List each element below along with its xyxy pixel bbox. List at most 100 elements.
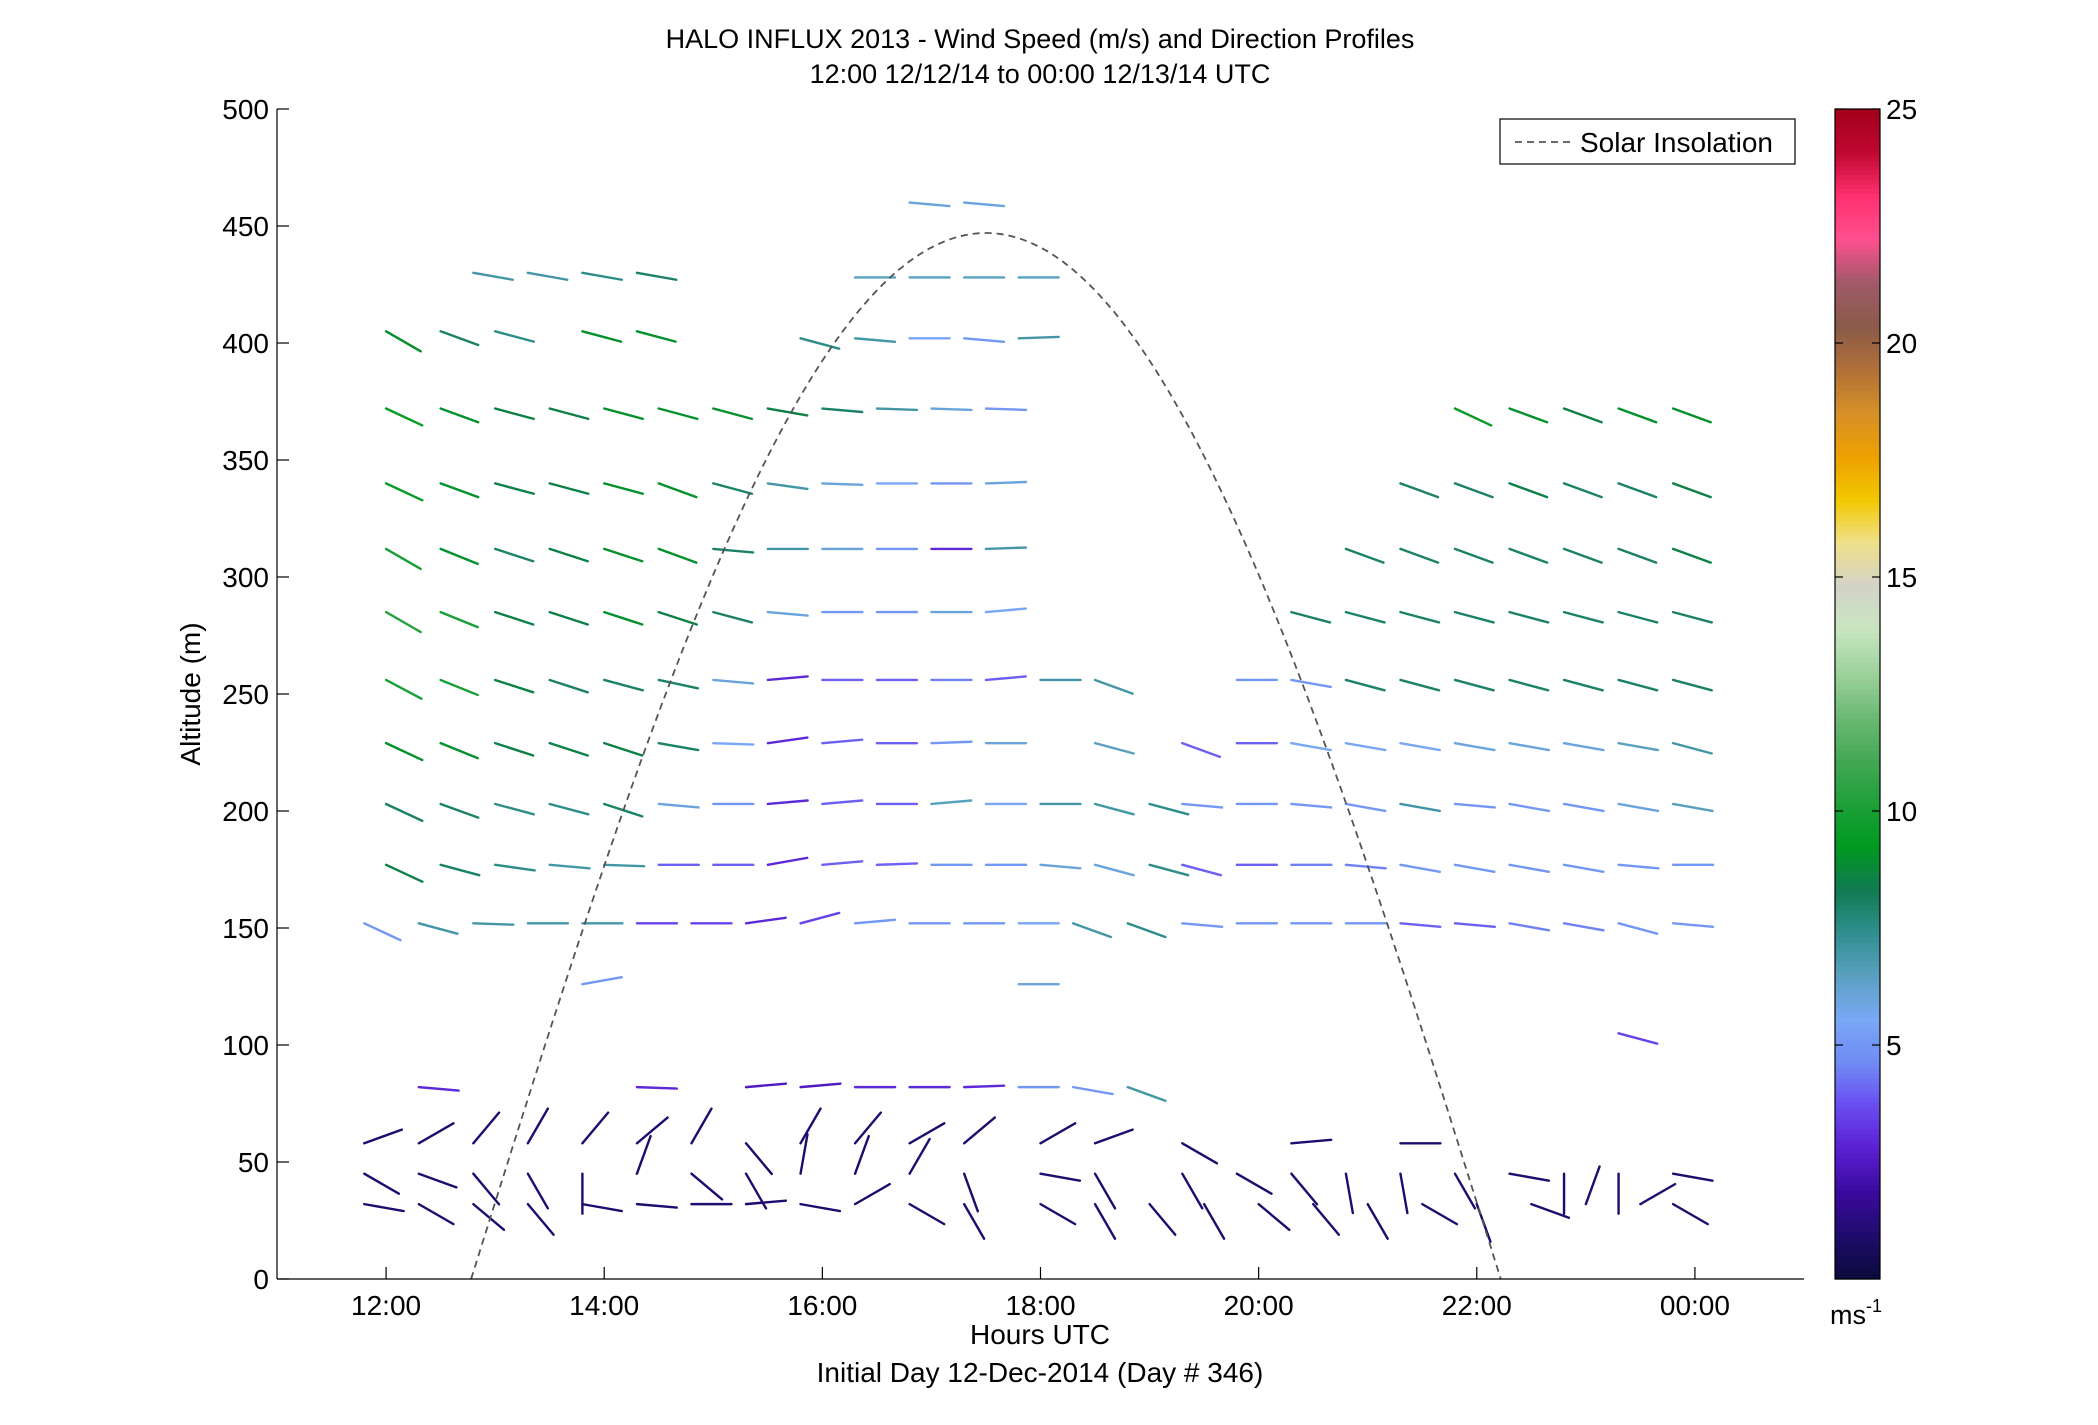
colorbar-segment [1835,740,1880,747]
wind-vector [853,337,897,344]
wind-vector [1290,1138,1333,1145]
wind-vector [1508,547,1549,564]
wind-vector [1148,1202,1177,1236]
wind-vector [548,407,590,421]
wind-vector [1508,922,1551,932]
wind-vector [1453,863,1496,873]
colorbar-segment [1835,1180,1880,1186]
wind-vector [1453,1172,1477,1210]
colorbar-segment [1835,343,1880,349]
colorbar-segment [1835,520,1880,527]
colorbar-segment [1835,862,1880,868]
colorbar-segment [1835,254,1880,260]
colorbar-segment [1835,530,1880,536]
solar-insolation-curve [470,232,1502,1279]
wind-vector [1530,1202,1571,1220]
colorbar-segment [1835,1232,1880,1238]
colorbar-segment [1835,445,1880,452]
colorbar-segment [1835,127,1880,133]
colorbar-segment [1835,731,1880,737]
colorbar-segment [1835,572,1880,578]
wind-vector [1148,863,1190,877]
wind-vector [962,1202,986,1240]
colorbar-tick-label: 25 [1886,94,1917,125]
wind-vector [1584,1165,1601,1206]
y-tick-label: 350 [222,445,269,476]
colorbar-segment [1835,1012,1880,1018]
wind-vector [1671,482,1712,499]
wind-vector [439,482,480,499]
colorbar-segment [1835,932,1880,938]
colorbar-segment [1835,567,1880,573]
wind-vector [384,330,422,353]
colorbar-segment [1835,385,1880,391]
wind-vector [526,271,569,281]
colorbar-segment [1835,474,1880,480]
wind-vector [1290,802,1333,809]
wind-vector [1399,741,1442,752]
colorbar-segment [1835,974,1880,981]
colorbar-segment [1835,857,1880,864]
colorbar-segment [1835,160,1880,166]
colorbar-segment [1835,310,1880,316]
wind-vector [962,1116,996,1145]
wind-vector [1290,741,1332,752]
colorbar-segment [1835,525,1880,531]
colorbar-segment [1835,703,1880,709]
wind-vector [472,922,515,926]
colorbar-segment [1835,197,1880,204]
colorbar-segment [1835,1204,1880,1210]
wind-vector [363,922,402,942]
colorbar-segment [1835,1119,1880,1126]
colorbar-segment [1835,389,1880,396]
wind-vector [1617,407,1658,424]
wind-vector [984,407,1028,412]
wind-vector [821,799,864,806]
y-tick-label: 450 [222,211,269,242]
wind-vector [1344,802,1387,813]
colorbar-segment [1835,694,1880,700]
colorbar-segment [1835,483,1880,489]
wind-vector [1671,1202,1709,1226]
colorbar-segment [1835,1166,1880,1172]
wind-vector [1508,863,1551,873]
colorbar-segment [1835,488,1880,494]
colorbar-segment [1835,244,1880,250]
wind-vector [548,863,591,870]
colorbar-segment [1835,478,1880,484]
wind-vector [1039,1122,1077,1145]
colorbar-segment [1835,1063,1880,1069]
wind-vector [1562,741,1605,752]
colorbar-segment [1835,956,1880,962]
wind-vector [384,741,424,762]
wind-vector [1093,1202,1117,1240]
wind-vector [439,678,479,697]
colorbar-segment [1835,1274,1880,1280]
colorbar-segment [1835,960,1880,967]
wind-vector [766,675,809,682]
wind-vector [493,407,535,421]
colorbar-segment [1835,614,1880,620]
colorbar-segment [1835,534,1880,541]
colorbar-segment [1835,679,1880,686]
colorbar-segment [1835,1026,1880,1032]
colorbar-segment [1835,422,1880,428]
x-tick-label: 16:00 [787,1290,857,1321]
wind-vector [548,610,589,626]
colorbar-segment [1835,361,1880,367]
colorbar-segment [1835,619,1880,625]
colorbar-segment [1835,539,1880,545]
colorbar-segment [1835,123,1880,129]
colorbar-segment [1835,642,1880,648]
wind-vector [1617,547,1658,564]
wind-vector [1344,610,1386,624]
colorbar-segment [1835,736,1880,742]
wind-vector [472,1172,501,1206]
wind-vector [635,330,677,343]
colorbar-segment [1835,637,1880,644]
colorbar-segment [1835,628,1880,634]
colorbar-segment [1835,352,1880,358]
wind-vector [1453,922,1497,929]
wind-vector [984,607,1028,614]
colorbar-segment [1835,768,1880,775]
